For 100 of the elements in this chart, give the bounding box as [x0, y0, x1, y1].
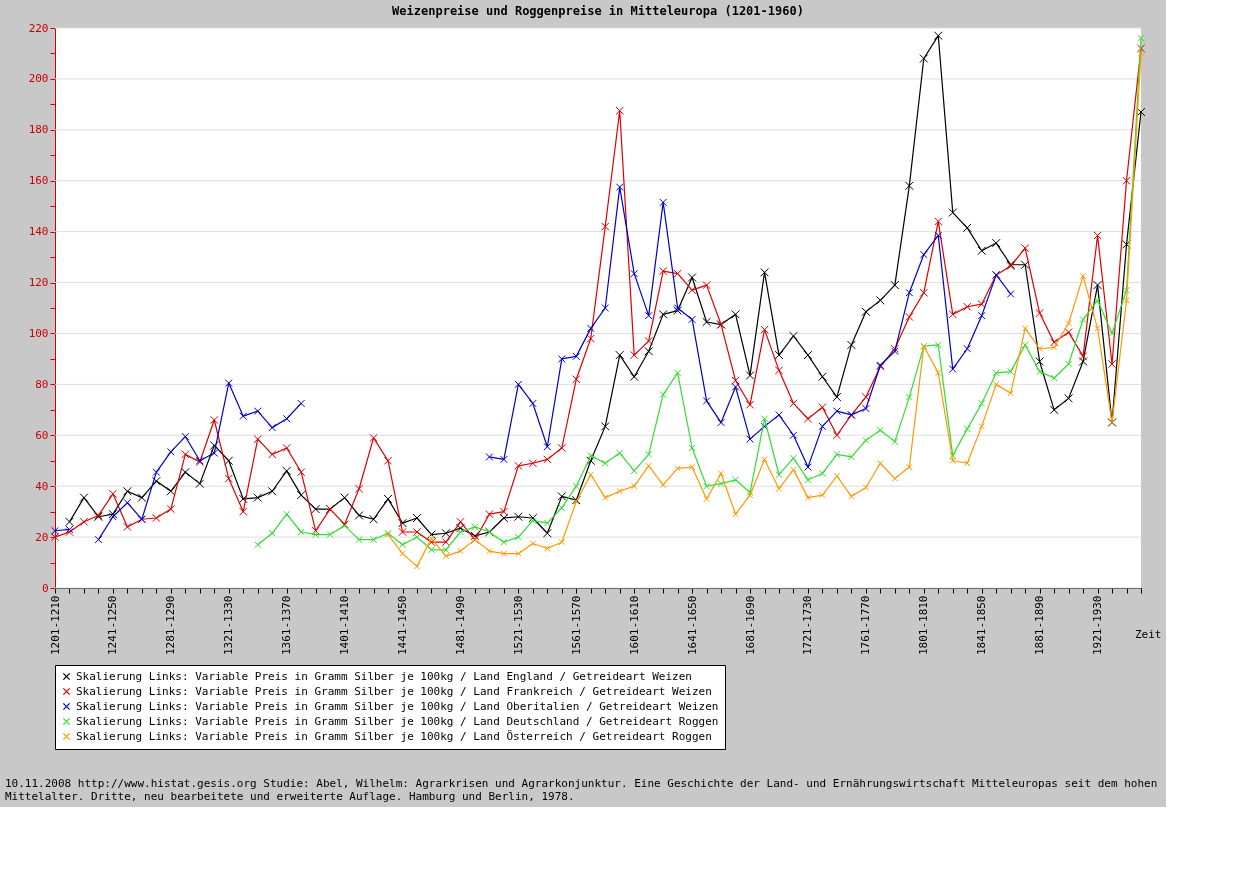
point — [833, 472, 841, 480]
point — [1021, 325, 1029, 332]
point — [224, 379, 233, 387]
point — [935, 369, 942, 377]
point — [746, 435, 754, 443]
x-tick-label: 1481-1490 — [453, 595, 467, 656]
point — [586, 324, 595, 333]
point — [775, 485, 783, 492]
point — [978, 423, 985, 430]
point — [790, 466, 797, 473]
point — [528, 399, 537, 408]
y-tick-label: 180 — [28, 123, 49, 137]
point — [1006, 290, 1015, 298]
point — [486, 547, 493, 555]
point — [1123, 297, 1130, 304]
point — [731, 383, 740, 391]
x-tick-label: 1241-1250 — [106, 595, 120, 656]
point — [253, 407, 262, 415]
point — [717, 418, 725, 427]
point — [51, 526, 59, 535]
y-tick-label: 160 — [28, 174, 49, 188]
point — [500, 550, 508, 557]
point — [543, 442, 552, 451]
x-tick-label: 1201-1210 — [48, 595, 62, 656]
point — [413, 563, 421, 570]
x-tick-label: 1801-1810 — [917, 595, 931, 656]
x-tick-label: 1441-1450 — [396, 595, 410, 656]
point — [1050, 344, 1058, 351]
point — [282, 414, 291, 423]
point — [789, 431, 798, 440]
point — [428, 535, 435, 542]
point — [166, 447, 175, 456]
point — [1079, 272, 1087, 280]
point — [760, 422, 769, 431]
x-tick-label: 1321-1330 — [222, 595, 236, 656]
point — [152, 468, 161, 477]
point — [775, 411, 783, 419]
point — [732, 510, 739, 518]
x-tick-label: 1401-1410 — [338, 595, 352, 656]
point — [557, 355, 566, 363]
x-tick-label: 1361-1370 — [280, 595, 294, 656]
x-tick-label: 1721-1730 — [801, 595, 815, 656]
point — [457, 547, 464, 555]
point — [616, 488, 623, 495]
x-tick-label: 1521-1530 — [511, 595, 525, 656]
point — [644, 311, 653, 320]
point — [94, 535, 103, 544]
point — [977, 311, 986, 320]
point — [688, 315, 697, 324]
point — [515, 550, 522, 557]
legend-label: Skalierung Links: Variable Preis in Gramm Silber je 100kg / Land England / Getreideart Weizen — [76, 669, 692, 683]
point — [630, 482, 638, 490]
legend-label: Skalierung Links: Variable Preis in Gramm Silber je 100kg / Land Frankreich / Getreideart Weizen — [76, 684, 712, 698]
point — [948, 365, 957, 373]
y-tick-label: 0 — [41, 581, 49, 595]
point — [659, 481, 667, 489]
point — [239, 412, 248, 421]
x-tick-label: 1681-1690 — [743, 595, 757, 656]
point — [601, 304, 610, 312]
y-tick-label: 100 — [28, 326, 49, 340]
legend-label: Skalierung Links: Variable Preis in Gramm Silber je 100kg / Land Österreich / Getreideart Roggen — [76, 729, 712, 743]
y-tick-label: 140 — [28, 225, 49, 239]
point — [297, 399, 306, 408]
point — [949, 457, 956, 464]
point — [123, 498, 132, 507]
y-tick-label: 120 — [28, 276, 49, 290]
point — [819, 491, 826, 499]
y-tick-label: 60 — [35, 428, 49, 442]
point — [702, 397, 711, 405]
point — [688, 463, 696, 471]
point — [1137, 50, 1145, 57]
y-tick-label: 40 — [35, 479, 49, 493]
point — [1094, 325, 1101, 332]
point — [210, 449, 219, 457]
legend-label: Skalierung Links: Variable Preis in Gramm Silber je 100kg / Land Deutschland / Getreideart Roggen — [76, 714, 719, 728]
x-tick-label: 1841-1850 — [975, 595, 989, 656]
point — [862, 484, 870, 491]
point — [558, 538, 566, 546]
point — [181, 432, 190, 441]
point — [529, 540, 537, 547]
x-tick-label: 1921-1930 — [1091, 595, 1105, 656]
point — [964, 460, 971, 467]
point — [630, 269, 639, 278]
point — [963, 344, 972, 353]
point — [804, 494, 812, 501]
x-tick-label: 1761-1770 — [859, 595, 873, 656]
x-tick-label: 1601-1610 — [627, 595, 641, 656]
x-axis-title: Zeit — [1135, 627, 1162, 641]
point — [1065, 320, 1072, 327]
point — [703, 495, 710, 503]
point — [544, 545, 551, 552]
legend-label: Skalierung Links: Variable Preis in Gramm Silber je 100kg / Land Oberitalien / Getreideart Weizen — [76, 699, 719, 713]
y-tick-label: 220 — [28, 21, 49, 35]
point — [891, 475, 899, 482]
x-tick-label: 1561-1570 — [569, 595, 583, 656]
point — [514, 380, 523, 389]
point — [442, 552, 450, 560]
point — [1007, 390, 1014, 397]
point — [992, 381, 1000, 388]
x-tick-label: 1881-1890 — [1033, 595, 1047, 656]
